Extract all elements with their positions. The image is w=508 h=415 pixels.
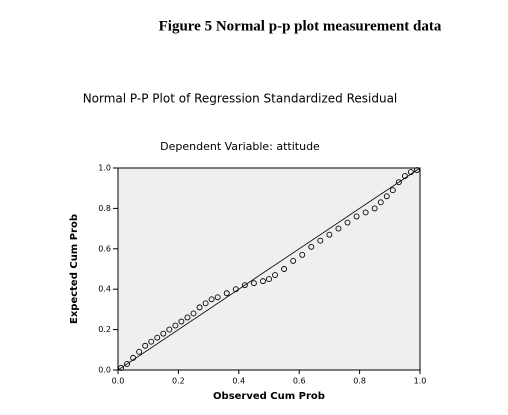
x-tick-label: 1.0 — [414, 377, 427, 386]
data-point — [223, 290, 230, 297]
y-tick-label: 0.2 — [98, 325, 111, 334]
y-tick-label: 0.6 — [98, 244, 111, 253]
data-point — [166, 326, 173, 333]
x-tick-label: 0.0 — [112, 377, 125, 386]
data-point — [178, 318, 185, 325]
data-point — [124, 360, 131, 367]
chart-title: Normal P-P Plot of Regression Standardiz… — [83, 92, 398, 106]
data-point — [383, 193, 390, 200]
data-point — [154, 334, 161, 341]
y-axis-label: Expected Cum Prob — [69, 214, 80, 324]
data-point — [142, 342, 149, 349]
data-point — [130, 354, 137, 361]
data-point — [344, 219, 351, 226]
chart-subtitle: Dependent Variable: attitude — [160, 140, 320, 153]
y-tick-label: 0.8 — [98, 204, 111, 213]
data-point — [395, 179, 402, 186]
data-point — [326, 231, 333, 238]
data-point — [232, 286, 239, 293]
data-point — [401, 173, 408, 180]
data-point — [172, 322, 179, 329]
data-point — [241, 282, 248, 289]
data-point — [377, 199, 384, 206]
data-point — [317, 237, 324, 244]
data-point — [148, 338, 155, 345]
data-point — [407, 169, 414, 175]
data-point — [272, 272, 278, 279]
data-point — [353, 213, 360, 220]
data-point — [136, 348, 143, 355]
data-point — [371, 205, 378, 212]
x-tick-label: 0.6 — [293, 377, 306, 386]
data-point — [260, 278, 266, 285]
data-point — [414, 167, 420, 173]
data-point — [290, 257, 297, 264]
data-point — [250, 280, 257, 287]
data-point — [184, 314, 191, 321]
data-point — [190, 310, 197, 317]
data-point — [208, 296, 215, 303]
data-point — [308, 243, 315, 250]
y-tick-label: 0.0 — [98, 366, 111, 375]
data-point — [299, 251, 306, 258]
x-tick-label: 0.4 — [232, 377, 245, 386]
data-point — [214, 294, 221, 301]
x-axis-label: Observed Cum Prob — [213, 391, 325, 402]
y-tick-label: 0.4 — [98, 285, 111, 294]
reference-line — [117, 167, 421, 371]
data-point — [160, 330, 167, 337]
data-point — [202, 300, 209, 307]
data-point — [281, 266, 288, 272]
data-point — [389, 187, 396, 194]
data-point — [118, 365, 124, 371]
data-point — [196, 304, 203, 311]
figure-caption: Figure 5 Normal p-p plot measurement dat… — [159, 18, 442, 34]
x-tick-label: 0.2 — [172, 377, 185, 386]
x-tick-label: 0.8 — [353, 377, 366, 386]
data-point — [266, 276, 272, 283]
data-point — [335, 225, 342, 232]
data-point — [362, 209, 369, 216]
y-tick-label: 1.0 — [98, 164, 111, 173]
